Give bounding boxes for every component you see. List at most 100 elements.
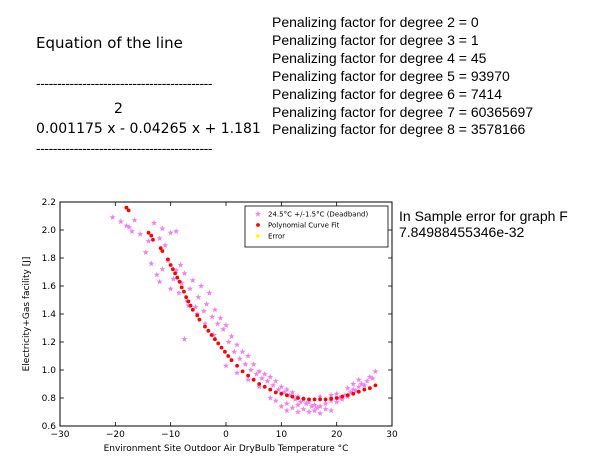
fit-point (312, 397, 317, 402)
data-point-star (305, 408, 313, 415)
fit-point (151, 237, 155, 242)
data-point-star (109, 214, 116, 220)
penalizing-factor-degree-2: Penalizing factor for degree 2 = 0 (272, 14, 479, 30)
fit-point (329, 396, 334, 401)
data-point-star (245, 352, 252, 359)
data-point-star (117, 218, 124, 225)
fit-point (279, 391, 284, 396)
data-point-star (366, 373, 373, 380)
data-point-star (256, 368, 263, 374)
data-point-star (156, 278, 163, 285)
equation-expression: 0.001175 x - 0.04265 x + 1.181 (36, 121, 261, 137)
data-point-star (201, 320, 209, 327)
data-point-star (278, 403, 285, 409)
data-point-star (258, 375, 266, 381)
penalizing-factor-list: Penalizing factor for degree 2 = 0 Penal… (272, 14, 533, 139)
data-point-star (264, 378, 271, 384)
fit-point (216, 341, 221, 346)
data-point-star (137, 231, 144, 237)
data-point-star (333, 390, 340, 397)
data-point-star (222, 362, 230, 369)
fit-point (340, 394, 345, 399)
equation-dash-top: ----------------------------------------… (36, 77, 213, 92)
fit-point (182, 289, 186, 294)
fit-point (124, 205, 129, 210)
data-point-star (253, 371, 260, 377)
data-point-star (192, 303, 199, 310)
data-point-star (159, 266, 166, 272)
data-point-star (361, 382, 368, 388)
data-point-star (355, 376, 362, 383)
data-point-star (272, 397, 279, 404)
fit-point (203, 324, 207, 329)
data-point-star (222, 322, 230, 328)
data-point-star (283, 386, 290, 393)
fit-point (268, 387, 273, 392)
fit-point (240, 369, 245, 374)
penalizing-factor-degree-7: Penalizing factor for degree 7 = 6036569… (272, 103, 534, 120)
y-tick-label: 2.2 (42, 198, 56, 208)
data-point-star (186, 285, 194, 292)
data-point-star (347, 389, 354, 395)
x-tick-label: 10 (276, 430, 288, 440)
y-tick-label: 1.2 (42, 338, 56, 348)
data-point-star (203, 301, 210, 307)
fit-point (356, 389, 361, 394)
fit-point (273, 390, 278, 395)
data-point-star (142, 249, 149, 255)
data-point-star (178, 280, 185, 286)
y-tick-label: 1.4 (42, 310, 57, 320)
data-point-star (333, 399, 340, 405)
data-point-star (292, 396, 299, 402)
fit-point (235, 363, 239, 368)
fit-point (184, 295, 189, 300)
fit-point (149, 233, 154, 238)
fit-point (367, 386, 372, 391)
y-tick-label: 1.6 (42, 282, 57, 292)
data-point-star (181, 336, 188, 342)
data-point-star (247, 366, 254, 373)
y-tick-label: 0.6 (42, 422, 57, 432)
legend-label: 24.5°C +/-1.5°C (Deadband) (268, 211, 368, 219)
data-point-star (369, 375, 376, 381)
in-sample-error-label: In Sample error for graph F (399, 208, 568, 224)
data-point-star (126, 224, 133, 230)
x-tick-label: −20 (106, 430, 125, 440)
fit-point (206, 328, 211, 333)
y-tick-label: 1.8 (42, 254, 57, 264)
data-point-star (275, 386, 282, 393)
data-point-star (289, 389, 296, 395)
data-point-star (294, 401, 301, 408)
penalizing-factor-degree-3: Penalizing factor for degree 3 = 1 (272, 31, 479, 48)
data-point-star (200, 308, 207, 314)
data-point-star (159, 225, 166, 232)
fit-point (318, 397, 322, 402)
data-point-star (236, 355, 243, 362)
equation-exponent: 2 (114, 101, 123, 117)
data-point-star (281, 389, 288, 395)
penalizing-factor-degree-8: Penalizing factor for degree 8 = 3578166 (272, 121, 526, 138)
data-point-star (297, 399, 304, 405)
fit-point (301, 396, 306, 401)
fit-point (177, 279, 182, 284)
data-point-star (294, 408, 301, 415)
data-point-star (185, 302, 192, 309)
data-point-star (339, 396, 346, 402)
data-point-star (210, 331, 217, 338)
data-point-star (355, 383, 362, 390)
data-point-star (242, 361, 249, 367)
data-point-star (234, 369, 241, 376)
fit-point (290, 394, 295, 399)
fit-point (195, 313, 200, 318)
legend-box (244, 205, 389, 248)
data-point-star (170, 275, 177, 282)
data-point-star (350, 380, 357, 387)
legend-label: Error (268, 233, 285, 241)
data-point-star (198, 282, 205, 289)
data-point-star (156, 235, 163, 241)
data-point-star (206, 289, 213, 296)
data-point-star (283, 400, 290, 407)
data-point-star (308, 403, 315, 409)
data-point-star (364, 378, 371, 384)
data-point-star (214, 320, 221, 327)
